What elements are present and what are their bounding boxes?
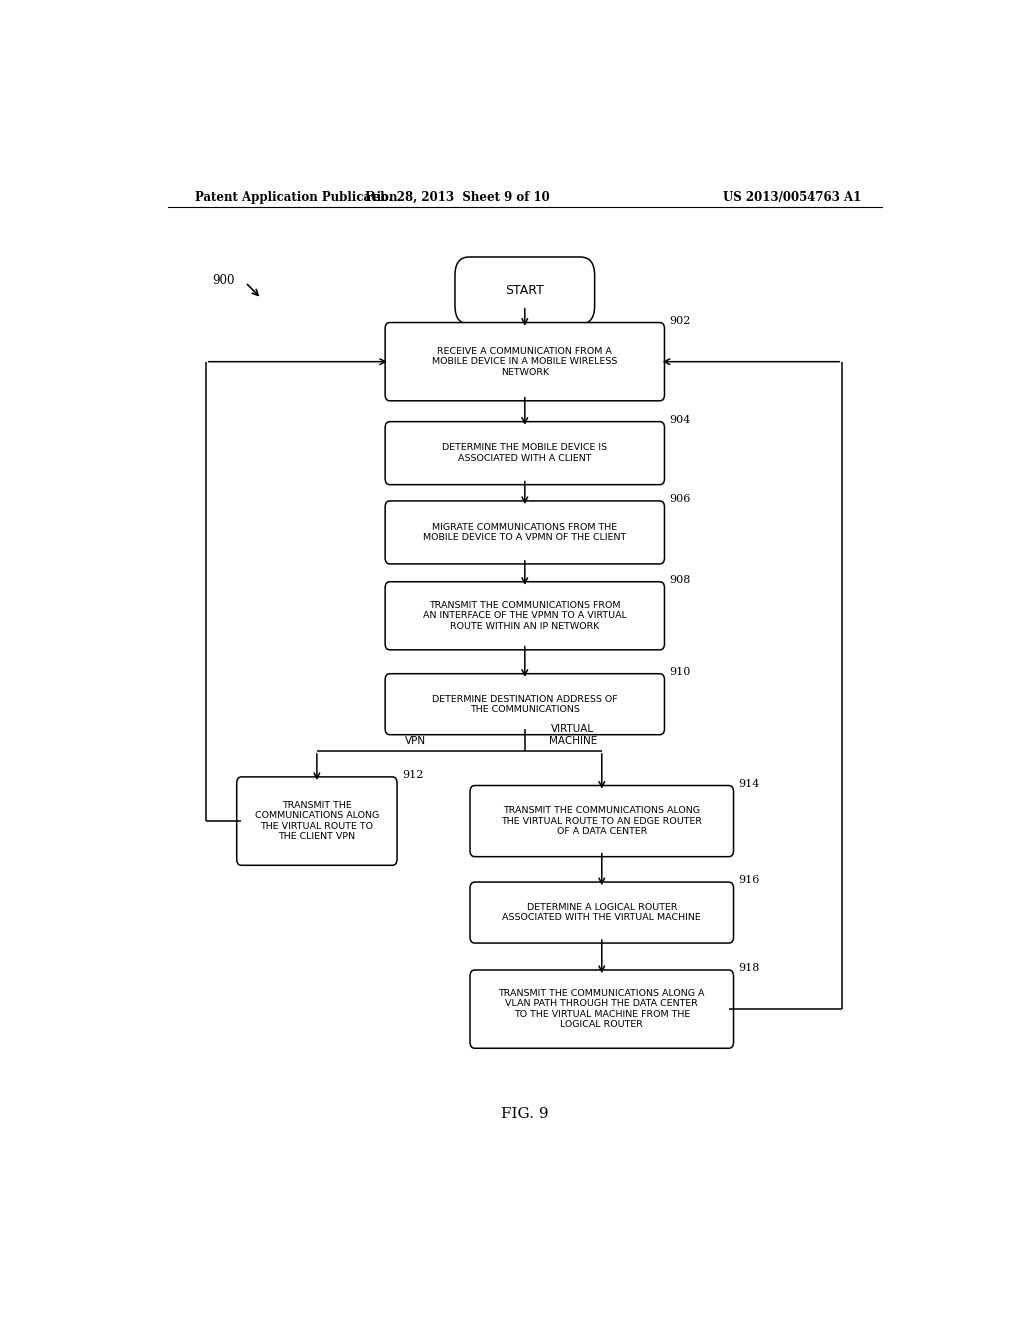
FancyBboxPatch shape	[470, 970, 733, 1048]
Text: 910: 910	[670, 667, 690, 677]
Text: 900: 900	[213, 273, 236, 286]
FancyBboxPatch shape	[470, 882, 733, 942]
Text: TRANSMIT THE
COMMUNICATIONS ALONG
THE VIRTUAL ROUTE TO
THE CLIENT VPN: TRANSMIT THE COMMUNICATIONS ALONG THE VI…	[255, 801, 379, 841]
Text: FIG. 9: FIG. 9	[501, 1106, 549, 1121]
Text: 906: 906	[670, 494, 690, 504]
Text: US 2013/0054763 A1: US 2013/0054763 A1	[723, 190, 861, 203]
Text: TRANSMIT THE COMMUNICATIONS ALONG
THE VIRTUAL ROUTE TO AN EDGE ROUTER
OF A DATA : TRANSMIT THE COMMUNICATIONS ALONG THE VI…	[502, 807, 702, 836]
Text: START: START	[506, 284, 544, 297]
FancyBboxPatch shape	[385, 582, 665, 649]
Text: VPN: VPN	[406, 735, 426, 746]
FancyBboxPatch shape	[237, 777, 397, 866]
FancyBboxPatch shape	[455, 257, 595, 325]
Text: RECEIVE A COMMUNICATION FROM A
MOBILE DEVICE IN A MOBILE WIRELESS
NETWORK: RECEIVE A COMMUNICATION FROM A MOBILE DE…	[432, 347, 617, 376]
Text: 918: 918	[738, 964, 760, 973]
Text: MIGRATE COMMUNICATIONS FROM THE
MOBILE DEVICE TO A VPMN OF THE CLIENT: MIGRATE COMMUNICATIONS FROM THE MOBILE D…	[423, 523, 627, 543]
Text: TRANSMIT THE COMMUNICATIONS FROM
AN INTERFACE OF THE VPMN TO A VIRTUAL
ROUTE WIT: TRANSMIT THE COMMUNICATIONS FROM AN INTE…	[423, 601, 627, 631]
FancyBboxPatch shape	[385, 500, 665, 564]
Text: Feb. 28, 2013  Sheet 9 of 10: Feb. 28, 2013 Sheet 9 of 10	[365, 190, 550, 203]
Text: Patent Application Publication: Patent Application Publication	[196, 190, 398, 203]
FancyBboxPatch shape	[385, 673, 665, 735]
FancyBboxPatch shape	[470, 785, 733, 857]
Text: VIRTUAL
MACHINE: VIRTUAL MACHINE	[549, 725, 597, 746]
Text: 912: 912	[401, 770, 423, 780]
Text: 914: 914	[738, 779, 760, 788]
Text: 916: 916	[738, 875, 760, 886]
FancyBboxPatch shape	[385, 421, 665, 484]
Text: 904: 904	[670, 414, 690, 425]
Text: DETERMINE A LOGICAL ROUTER
ASSOCIATED WITH THE VIRTUAL MACHINE: DETERMINE A LOGICAL ROUTER ASSOCIATED WI…	[503, 903, 701, 923]
Text: DETERMINE DESTINATION ADDRESS OF
THE COMMUNICATIONS: DETERMINE DESTINATION ADDRESS OF THE COM…	[432, 694, 617, 714]
Text: DETERMINE THE MOBILE DEVICE IS
ASSOCIATED WITH A CLIENT: DETERMINE THE MOBILE DEVICE IS ASSOCIATE…	[442, 444, 607, 463]
Text: 908: 908	[670, 574, 690, 585]
Text: TRANSMIT THE COMMUNICATIONS ALONG A
VLAN PATH THROUGH THE DATA CENTER
TO THE VIR: TRANSMIT THE COMMUNICATIONS ALONG A VLAN…	[499, 989, 706, 1030]
FancyBboxPatch shape	[385, 322, 665, 401]
Text: 902: 902	[670, 315, 690, 326]
